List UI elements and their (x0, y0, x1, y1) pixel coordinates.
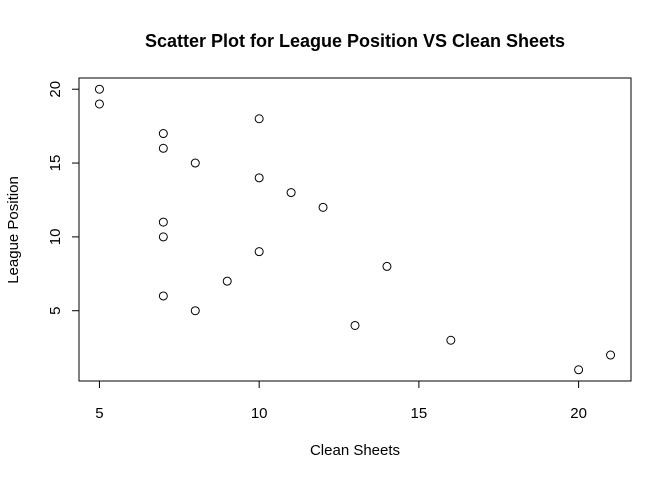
data-point (158, 129, 168, 139)
y-tick-label: 15 (47, 155, 64, 172)
data-point (574, 365, 584, 375)
y-tick-label: 20 (47, 81, 64, 98)
data-point (94, 99, 104, 109)
data-point (446, 335, 456, 345)
data-points (94, 84, 616, 375)
data-point (158, 232, 168, 242)
data-point (190, 306, 200, 316)
data-point (606, 350, 616, 360)
y-axis: 5 10 15 20 (47, 81, 80, 315)
data-point (222, 276, 232, 286)
x-axis-label: Clean Sheets (310, 442, 400, 459)
data-point (254, 173, 264, 183)
data-point (286, 188, 296, 198)
x-tick-label: 15 (411, 405, 428, 422)
chart-title: Scatter Plot for League Position VS Clea… (145, 31, 565, 51)
data-point (254, 114, 264, 124)
data-point (158, 291, 168, 301)
data-point (158, 217, 168, 227)
data-point (318, 202, 328, 212)
y-axis-label: League Position (5, 176, 22, 284)
x-tick-label: 10 (251, 405, 268, 422)
y-tick-label: 5 (47, 307, 64, 315)
x-tick-label: 5 (95, 405, 103, 422)
data-point (190, 158, 200, 168)
x-axis: 5 10 15 20 (95, 380, 587, 422)
x-tick-label: 20 (570, 405, 587, 422)
data-point (350, 320, 360, 330)
data-point (382, 261, 392, 271)
plot-frame (78, 77, 632, 382)
data-point (158, 143, 168, 153)
y-tick-label: 10 (47, 229, 64, 246)
data-point (94, 84, 104, 94)
data-point (254, 247, 264, 257)
